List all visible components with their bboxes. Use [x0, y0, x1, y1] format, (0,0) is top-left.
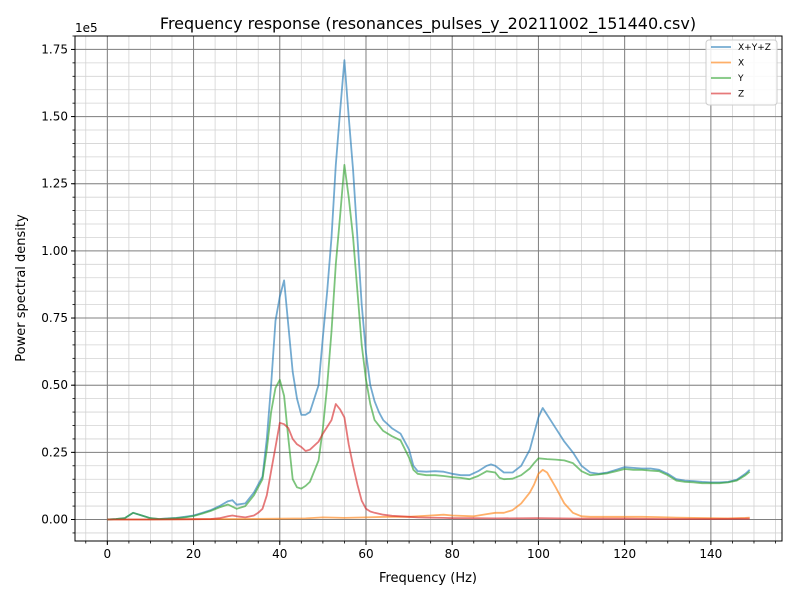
y-tick-label: 1.50 — [41, 110, 68, 124]
x-tick-label: 20 — [186, 547, 201, 561]
x-tick-label: 140 — [699, 547, 722, 561]
x-tick-label: 80 — [445, 547, 460, 561]
x-tick-label: 100 — [527, 547, 550, 561]
legend: X+Y+Z XYZ — [705, 39, 778, 106]
legend-box — [705, 39, 778, 106]
y-tick-label: 0.25 — [41, 445, 68, 459]
legend-label-x: X — [738, 59, 744, 69]
legend-label-z: Z — [738, 90, 744, 100]
chart-title: Frequency response (resonances_pulses_y_… — [160, 14, 696, 34]
y-tick-label: 0.75 — [41, 311, 68, 325]
legend-label-y: Y — [737, 74, 744, 84]
legend-label-x-y-z: X+Y+Z — [738, 43, 771, 53]
y-tick-label: 1.25 — [41, 177, 68, 191]
y-offset-label: 1e5 — [75, 21, 98, 35]
series-line-x — [107, 468, 750, 521]
y-tick-label: 0.00 — [41, 513, 68, 527]
series-lines — [107, 59, 751, 521]
y-tick-label: 0.50 — [41, 378, 68, 392]
series-line-y — [107, 163, 751, 521]
series-line-x-y-z — [107, 59, 751, 521]
x-tick-label: 120 — [613, 547, 636, 561]
y-axis-label: Power spectral density — [14, 214, 29, 362]
x-axis-label: Frequency (Hz) — [379, 571, 477, 586]
x-tick-label: 60 — [358, 547, 373, 561]
x-tick-label: 40 — [272, 547, 287, 561]
plot-frame — [74, 35, 783, 542]
series-line-z — [107, 403, 750, 521]
y-tick-label: 1.75 — [41, 42, 68, 56]
x-tick-label: 0 — [104, 547, 112, 561]
y-tick-label: 1.00 — [41, 244, 68, 258]
